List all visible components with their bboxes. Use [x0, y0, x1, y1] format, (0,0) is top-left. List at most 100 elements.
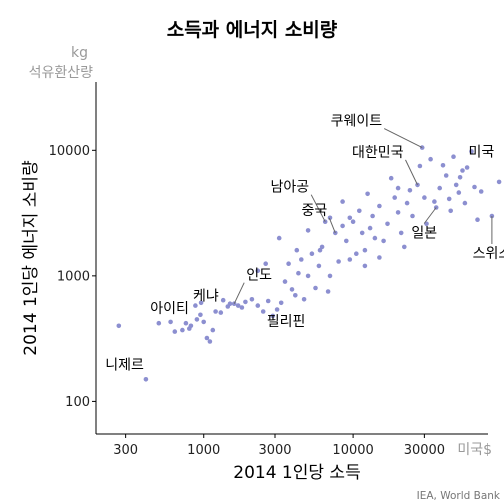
data-point	[301, 297, 307, 302]
data-point	[443, 173, 449, 178]
data-point	[305, 273, 311, 279]
data-point	[451, 154, 456, 159]
data-point	[278, 300, 284, 306]
data-point	[381, 238, 386, 244]
data-point	[317, 247, 323, 253]
data-point	[204, 335, 210, 341]
data-point	[213, 309, 218, 314]
data-point	[289, 287, 295, 292]
data-point	[293, 293, 298, 298]
chart-title: 소득과 에너지 소비량	[167, 19, 338, 41]
x-tick-label: 1000	[187, 443, 220, 458]
data-point	[347, 257, 353, 262]
data-point	[201, 319, 206, 325]
data-point	[198, 312, 203, 318]
x-unit: 미국$	[457, 442, 492, 458]
data-point	[392, 195, 398, 200]
data-point	[437, 185, 443, 191]
data-point	[472, 184, 477, 190]
data-point	[340, 199, 345, 204]
annotation-label: 니제르	[105, 357, 144, 373]
y-tick-label: 10000	[49, 144, 90, 159]
axis-ticks: 300 1000 3000 10000 30000 100 1000 10000	[49, 144, 445, 458]
data-point	[305, 228, 311, 233]
annotation-label: 남아공	[271, 180, 310, 196]
data-point	[475, 217, 480, 222]
data-point	[359, 230, 365, 236]
data-point	[478, 189, 484, 194]
data-point	[354, 251, 359, 256]
annotation-label: 아이티	[150, 301, 189, 317]
annotation-label: 필리핀	[267, 314, 306, 330]
data-point	[180, 327, 185, 333]
annotation-label: 중국	[302, 203, 328, 219]
data-point	[168, 319, 173, 325]
x-tick-label: 300	[113, 443, 138, 458]
annotation-leader	[383, 128, 423, 149]
data-point	[286, 261, 291, 267]
data-point	[377, 203, 382, 209]
data-point	[210, 327, 216, 333]
data-point	[365, 191, 370, 197]
data-point	[265, 298, 271, 304]
data-point	[336, 259, 341, 264]
data-point	[327, 215, 333, 221]
data-point	[194, 317, 200, 322]
data-point	[347, 215, 353, 221]
data-point	[274, 307, 280, 312]
data-point	[422, 195, 427, 200]
data-point	[460, 168, 465, 173]
data-point	[207, 339, 213, 344]
y-unit-line-2: 석유환산량	[29, 65, 94, 81]
data-point	[227, 301, 233, 307]
data-point	[172, 329, 178, 334]
data-point	[377, 255, 382, 260]
data-point	[249, 297, 255, 302]
y-axis-title: 2014 1인당 에너지 소비량	[21, 160, 41, 356]
data-point	[183, 320, 189, 326]
source-caption: IEA, World Bank	[417, 490, 501, 502]
data-point	[220, 297, 226, 303]
data-point	[325, 289, 331, 294]
data-point	[440, 163, 446, 168]
data-point	[362, 263, 368, 269]
annotation-label: 스위스	[473, 246, 504, 262]
data-point	[456, 190, 462, 195]
annotation-label: 쿠웨이트	[331, 114, 383, 130]
x-tick-label: 3000	[258, 443, 291, 458]
data-point	[350, 219, 356, 224]
annotation-label: 케냐	[193, 289, 219, 305]
x-tick-label: 30000	[404, 443, 445, 458]
annotation-label: 일본	[411, 226, 437, 242]
data-point	[367, 225, 373, 231]
data-point	[398, 230, 404, 236]
data-point	[370, 213, 375, 219]
data-point	[496, 179, 502, 185]
annotation-leader	[423, 207, 437, 224]
data-point	[407, 188, 413, 193]
data-point	[294, 247, 300, 253]
data-point	[296, 270, 301, 276]
y-tick-label: 100	[65, 395, 90, 410]
data-point	[235, 303, 241, 308]
data-point	[362, 247, 368, 253]
data-point	[309, 251, 315, 256]
data-point	[410, 213, 415, 219]
data-point	[243, 299, 248, 305]
data-point	[446, 196, 452, 202]
data-point	[395, 185, 401, 191]
data-point	[116, 323, 122, 329]
data-point	[344, 238, 349, 244]
data-point	[156, 320, 162, 326]
data-point	[255, 303, 261, 308]
data-point	[469, 149, 474, 154]
data-point	[263, 261, 269, 267]
annotation-label: 대한민국	[352, 145, 404, 161]
data-point	[282, 279, 288, 284]
data-point	[188, 323, 194, 329]
annotation-label: 미국	[469, 145, 495, 161]
data-point	[316, 263, 322, 269]
data-point	[457, 175, 463, 180]
